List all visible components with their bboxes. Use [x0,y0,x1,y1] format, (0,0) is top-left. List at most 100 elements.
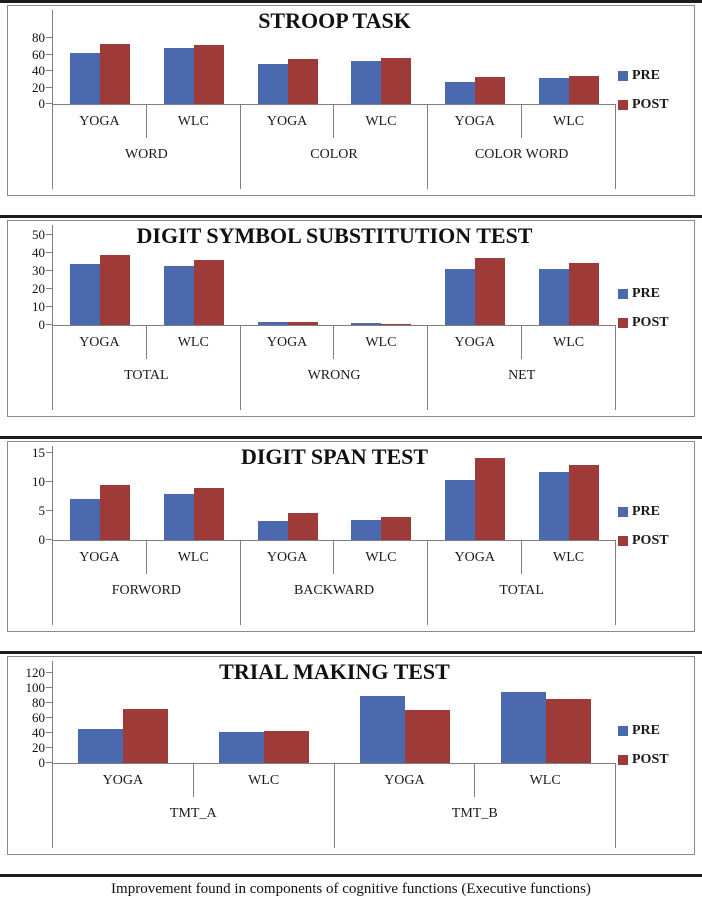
charts-container: STROOP TASK 0 20 40 60 80 YOGA WLC YOGA WLC YOGA WL… [0,0,702,855]
bar-pair [445,457,506,540]
group-label: TOTAL [428,574,617,625]
y-tick-label: 50 [32,227,45,242]
y-tick-mark [46,510,52,511]
bar-pair [445,258,506,325]
category-label: WLC [334,541,429,574]
plot-area: DIGIT SPAN TEST 0 5 10 15 [32,444,616,547]
bars-layer [53,10,616,104]
bar-pair [539,464,600,540]
chart-panel-1: STROOP TASK 0 20 40 60 80 YOGA WLC YOGA WLC YOGA WL… [0,0,702,196]
y-tick-label: 40 [32,63,45,78]
category-label: YOGA [53,326,147,359]
plot-area: DIGIT SYMBOL SUBSTITUTION TEST 0 10 20 30 40 5… [32,223,616,332]
y-tick-label: 20 [32,740,45,755]
y-tick-label: 20 [32,281,45,296]
category-label: WLC [475,764,616,797]
y-tick-label: 120 [25,665,46,680]
y-tick-mark [46,452,52,453]
legend-label: POST [632,752,669,767]
group-axis-row: TOTAL WRONG NET [52,359,617,410]
y-tick-label: 15 [32,445,45,460]
plot-column: DIGIT SPAN TEST 0 5 10 15 YOGA WLC YOGA WLC YOGA W… [8,442,618,625]
bar-post [569,262,600,325]
category-label: WLC [194,764,335,797]
bar-post [193,488,224,540]
bar-post [381,57,412,104]
bar-cell [522,225,616,325]
y-tick-label: 0 [38,532,46,547]
category-label: YOGA [53,105,147,138]
chart-frame: DIGIT SYMBOL SUBSTITUTION TEST 0 10 20 30 40 5… [7,220,695,417]
bar-pre [351,519,382,540]
bar-pair [539,75,600,104]
chart-panel-2: DIGIT SYMBOL SUBSTITUTION TEST 0 10 20 30 40 5… [0,215,702,417]
bar-post [287,322,318,325]
y-tick-label: 0 [38,755,46,770]
bar-pre [539,269,570,325]
category-axis-row: YOGA WLC YOGA WLC YOGA WLC [52,541,616,574]
category-axis-row: YOGA WLC YOGA WLC YOGA WLC [52,326,616,359]
bar-pre [257,64,288,104]
legend-label: PRE [632,68,660,83]
bar-post [569,75,600,104]
y-tick-mark [46,702,52,703]
chart-row: DIGIT SYMBOL SUBSTITUTION TEST 0 10 20 30 40 5… [8,221,694,410]
bar-pair [257,322,318,325]
legend-label: PRE [632,286,660,301]
category-label: YOGA [241,326,335,359]
bar-post [193,260,224,325]
group-axis-row: WORD COLOR COLOR WORD [52,138,617,189]
chart-row: DIGIT SPAN TEST 0 5 10 15 YOGA WLC YOGA WLC YOGA W… [8,442,694,625]
y-tick-mark [46,732,52,733]
chart-panel-3: DIGIT SPAN TEST 0 5 10 15 YOGA WLC YOGA WLC YOGA W… [0,436,702,632]
bar-post [475,457,506,540]
chart-row: TRIAL MAKING TEST 0 20 40 60 80 100 120 YOGA WLC Y… [8,657,694,848]
bar-cell [522,446,616,540]
bar-pair [78,709,169,763]
legend-item: POST [618,315,694,331]
group-label: NET [428,359,617,410]
bar-pair [351,57,412,104]
y-tick-label: 20 [32,79,45,95]
y-tick-mark [46,687,52,688]
bar-pair [351,322,412,325]
chart-row: STROOP TASK 0 20 40 60 80 YOGA WLC YOGA WLC YOGA WL… [8,6,694,189]
group-label: COLOR [241,138,429,189]
legend-label: PRE [632,504,660,519]
bar-cell [241,225,335,325]
bar-cell [147,10,241,104]
group-label: FORWORD [53,574,241,625]
bar-pair [163,45,224,104]
bar-pre [257,520,288,540]
y-tick-label: 10 [32,299,45,314]
bar-pre [359,696,405,763]
bar-pre [163,493,194,540]
bar-cell [147,446,241,540]
bar-post [287,59,318,104]
plot-column: DIGIT SYMBOL SUBSTITUTION TEST 0 10 20 30 40 5… [8,221,618,410]
bar-cell [334,446,428,540]
category-label: YOGA [241,105,335,138]
bar-cell [147,225,241,325]
plot-column: TRIAL MAKING TEST 0 20 40 60 80 100 120 YOGA WLC Y… [8,657,618,848]
bars-layer [53,225,616,325]
bar-pair [69,43,130,104]
y-tick-label: 30 [32,263,45,278]
y-tick-label: 40 [32,245,45,260]
legend-swatch-post-icon [618,318,628,328]
bar-cell [53,225,147,325]
bar-cell [241,10,335,104]
y-tick-mark [46,306,52,307]
bar-post [123,709,169,763]
chart-frame: TRIAL MAKING TEST 0 20 40 60 80 100 120 YOGA WLC Y… [7,656,695,855]
bar-cell [428,446,522,540]
y-tick-label: 60 [32,46,45,62]
group-axis-row: FORWORD BACKWARD TOTAL [52,574,617,625]
bar-post [99,254,130,325]
y-tick-mark [46,762,52,763]
y-tick-label: 80 [32,30,45,45]
legend: PRE POST [618,723,694,782]
legend-item: POST [618,752,694,768]
bar-cell [475,661,616,763]
group-label: TMT_B [335,797,616,848]
